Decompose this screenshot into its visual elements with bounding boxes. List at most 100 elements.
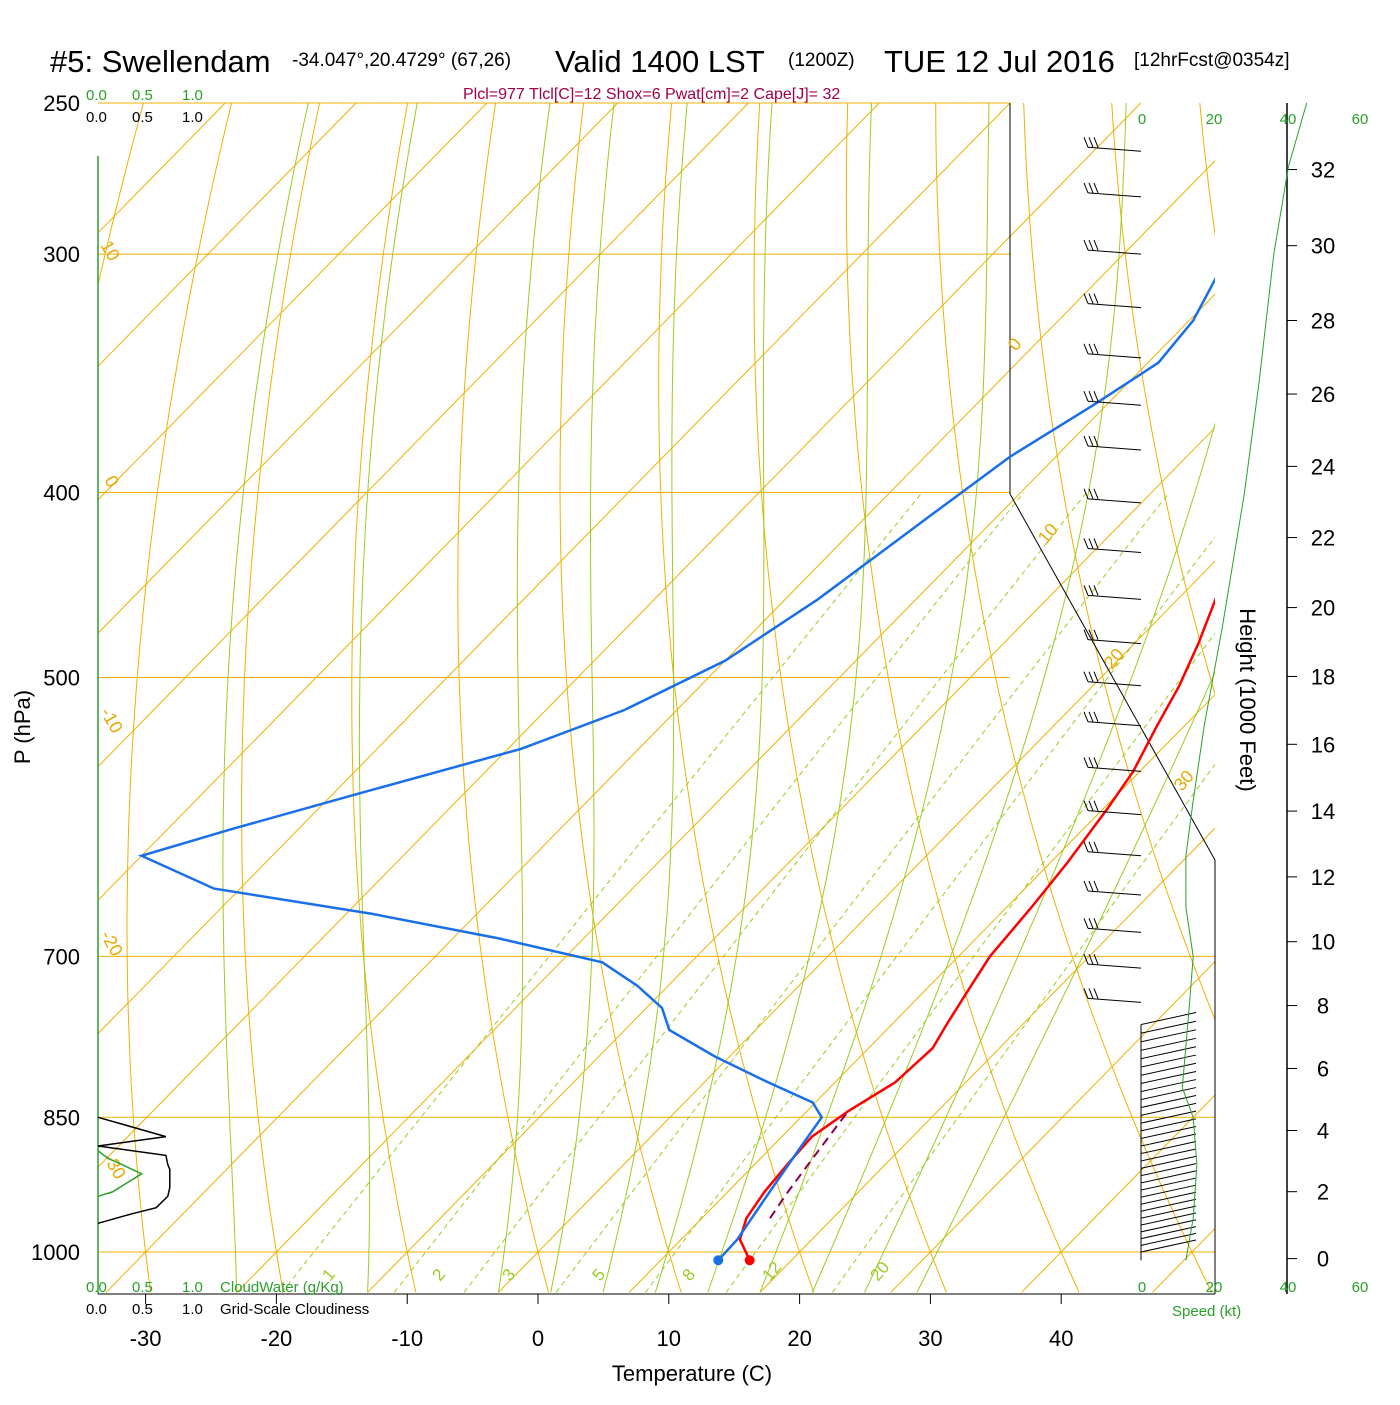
wind-barb-feather [1093, 953, 1099, 965]
wind-barb-feather [1093, 538, 1099, 549]
wind-barb-shaft [1087, 890, 1142, 896]
isotherm-label: 0 [101, 472, 123, 491]
dry-adiabat [559, 102, 682, 1293]
valid-time: Valid 1400 LST [555, 44, 765, 79]
height-tick-label: 6 [1317, 1056, 1329, 1081]
wind-barb-low [1140, 1102, 1197, 1116]
wind-barb-shaft [1087, 547, 1142, 553]
wind-barb-low [1140, 1110, 1197, 1124]
wind-barb-feather [1083, 293, 1089, 304]
isotherm-label: -20 [97, 927, 127, 960]
isotherm-line [236, 293, 1215, 1293]
wind-barb-low [1140, 1062, 1197, 1076]
isotherm-line [105, 160, 1215, 1293]
height-tick-label: 20 [1311, 596, 1335, 621]
dry-adiabat [351, 102, 417, 1293]
wind-barb-low [1140, 1095, 1197, 1108]
wind-barb-shaft [1087, 810, 1142, 816]
height-tick-label: 26 [1311, 382, 1335, 407]
wind-speed-top-tick: 60 [1352, 111, 1369, 128]
wind-barb-feather [1093, 629, 1099, 640]
wind-barb-low [1140, 1239, 1197, 1253]
height-tick-label: 30 [1311, 234, 1335, 259]
wind-barb-low [1140, 1226, 1197, 1240]
height-tick-label: 28 [1311, 308, 1335, 333]
wind-barb-low [1140, 1184, 1197, 1198]
wind-barb-shaft [1087, 249, 1142, 255]
isotherm-line [98, 102, 357, 368]
wind-barbs: 0246810121416182022242628303200202040406… [1083, 102, 1369, 1296]
wind-barb-low [1140, 1070, 1197, 1084]
mixing-ratio-line [831, 763, 1215, 1293]
height-tick-label: 16 [1311, 732, 1335, 757]
wind-barb-shaft [1087, 498, 1142, 504]
sounding-profiles [137, 276, 1215, 1262]
wind-barb-feather [1083, 953, 1089, 965]
height-tick-label: 24 [1311, 454, 1335, 479]
dry-adiabat [1023, 102, 1215, 1021]
cloudiness-top-scale-1: 0.5 [132, 109, 153, 126]
dry-adiabat [753, 102, 947, 1293]
wind-barb-shaft [1087, 997, 1142, 1003]
wind-barb-feather [1093, 488, 1099, 500]
moist-adiabat [222, 102, 309, 1293]
wind-barb-feather [1093, 880, 1099, 892]
wind-barb-shaft [1087, 963, 1142, 969]
cloudwater-bottom-scale-0: 0.0 [86, 1279, 107, 1296]
wind-barb-feather [1088, 880, 1094, 892]
wind-barb-shaft [1087, 927, 1142, 933]
wind-barb-low [1140, 1020, 1197, 1034]
wind-barb-low [1140, 1232, 1197, 1246]
wind-barb-feather [1083, 841, 1089, 852]
station-coords: -34.047°,20.4729° (67,26) [292, 50, 511, 71]
x-tick-label: -30 [130, 1326, 162, 1351]
moist-adiabat [811, 102, 1127, 1293]
pressure-tick-label: 300 [43, 242, 80, 267]
moist-adiabat [707, 102, 872, 1293]
dry-adiabat [1199, 102, 1215, 238]
sounding-params: Plcl=977 Tlcl[C]=12 Shox=6 Pwat[cm]=2 Ca… [463, 86, 840, 103]
wind-barb-low [1140, 1148, 1197, 1162]
mixing-ratio-line [463, 492, 1087, 1293]
surface-dewpoint-dot [713, 1255, 724, 1266]
wind-barb-feather [1093, 757, 1099, 768]
x-tick-label: -20 [261, 1326, 293, 1351]
x-tick-label: -10 [391, 1326, 423, 1351]
isotherm-line [367, 426, 1215, 1293]
dry-adiabat [126, 102, 232, 1293]
wind-barb-feather [1088, 671, 1094, 682]
wind-barb-feather [1093, 343, 1099, 355]
cloudiness-bottom-scale-0: 0.0 [86, 1301, 107, 1318]
moist-adiabat [358, 102, 418, 1293]
isotherm-line [498, 560, 1215, 1293]
isotherm-label: -10 [97, 704, 127, 737]
wind-barb-low [1140, 1118, 1197, 1132]
wind-barb-shaft [1087, 146, 1142, 152]
wind-barb-feather [1088, 239, 1094, 251]
wind-barb-feather [1088, 629, 1094, 640]
dry-adiabat [845, 102, 1080, 1293]
wind-barb-feather [1093, 988, 1099, 999]
wind-barb-feather [1088, 918, 1094, 929]
isotherm-label: 10 [97, 237, 124, 264]
wind-barb-low [1140, 1087, 1197, 1101]
isotherm-line [759, 827, 1215, 1293]
wind-speed-top-tick: 20 [1206, 111, 1223, 128]
cloud-scales: 0.0 0.5 1.0 0.0 0.5 1.0 0.0 0.5 1.0 Clou… [86, 87, 369, 1318]
isotherm-line [628, 693, 1215, 1293]
height-tick-label: 14 [1311, 799, 1335, 824]
x-axis-title: Temperature (C) [612, 1361, 772, 1386]
cloudwater-profile [97, 1150, 144, 1198]
wind-barb-low [1140, 1219, 1197, 1233]
isotherm-line [98, 102, 1011, 1035]
wind-barb-feather [1083, 137, 1089, 148]
moist-adiabat [550, 102, 615, 1293]
parcel-profile [769, 1112, 848, 1219]
wind-barb-shaft [1087, 851, 1142, 857]
wind-barb-feather [1088, 988, 1094, 999]
isotherm-label: 30 [1170, 766, 1198, 794]
wind-barb-low [1140, 1133, 1197, 1147]
height-tick-label: 22 [1311, 526, 1335, 551]
height-tick-label: 10 [1311, 930, 1335, 955]
moist-adiabat [602, 102, 688, 1293]
